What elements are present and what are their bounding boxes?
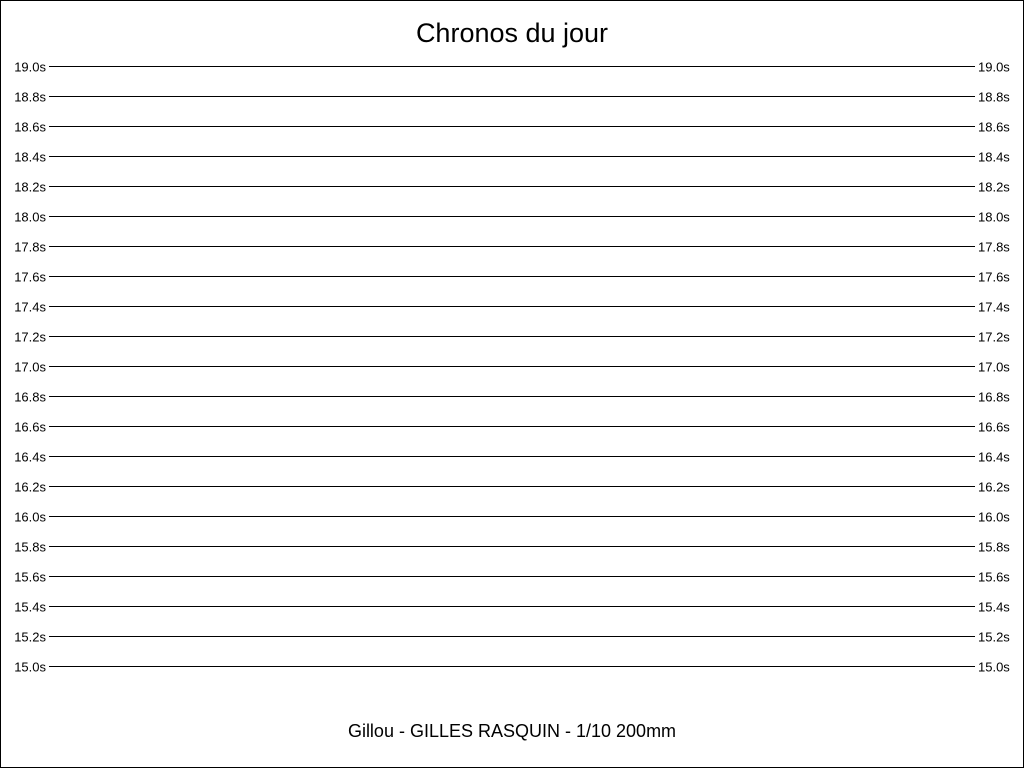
y-tick-label-right: 16.2s	[978, 480, 1010, 495]
y-tick-label-left: 17.8s	[14, 240, 46, 255]
y-tick-label-right: 15.4s	[978, 600, 1010, 615]
y-tick-label-right: 18.6s	[978, 120, 1010, 135]
y-tick-label-right: 17.0s	[978, 360, 1010, 375]
y-tick-label-right: 15.6s	[978, 570, 1010, 585]
y-tick-label-right: 15.0s	[978, 660, 1010, 675]
y-tick-label-right: 19.0s	[978, 60, 1010, 75]
y-tick-label-left: 16.6s	[14, 420, 46, 435]
y-tick-label-left: 18.2s	[14, 180, 46, 195]
y-tick-label-left: 15.2s	[14, 630, 46, 645]
y-tick-label-left: 19.0s	[14, 60, 46, 75]
y-tick-label-left: 16.8s	[14, 390, 46, 405]
y-tick-label-right: 18.8s	[978, 90, 1010, 105]
y-tick-label-left: 18.0s	[14, 210, 46, 225]
y-tick-label-left: 18.6s	[14, 120, 46, 135]
y-tick-label-right: 15.2s	[978, 630, 1010, 645]
y-tick-label-right: 18.2s	[978, 180, 1010, 195]
y-tick-label-right: 18.0s	[978, 210, 1010, 225]
chart-title: Chronos du jour	[415, 18, 609, 48]
y-tick-label-right: 15.8s	[978, 540, 1010, 555]
y-tick-label-right: 16.8s	[978, 390, 1010, 405]
y-tick-label-right: 17.6s	[978, 270, 1010, 285]
y-tick-label-right: 17.4s	[978, 300, 1010, 315]
chart-subtitle: Gillou - GILLES RASQUIN - 1/10 200mm	[347, 721, 677, 741]
y-tick-label-right: 16.4s	[978, 450, 1010, 465]
y-tick-label-right: 17.2s	[978, 330, 1010, 345]
y-tick-label-left: 16.0s	[14, 510, 46, 525]
y-tick-label-right: 18.4s	[978, 150, 1010, 165]
y-tick-label-right: 16.0s	[978, 510, 1010, 525]
y-tick-label-left: 15.0s	[14, 660, 46, 675]
y-tick-label-left: 15.4s	[14, 600, 46, 615]
y-tick-label-left: 17.0s	[14, 360, 46, 375]
y-tick-label-left: 15.6s	[14, 570, 46, 585]
y-tick-label-left: 17.6s	[14, 270, 46, 285]
y-tick-label-left: 16.2s	[14, 480, 46, 495]
y-tick-label-right: 17.8s	[978, 240, 1010, 255]
y-tick-label-left: 18.4s	[14, 150, 46, 165]
y-tick-label-right: 16.6s	[978, 420, 1010, 435]
y-tick-label-left: 15.8s	[14, 540, 46, 555]
y-tick-label-left: 17.2s	[14, 330, 46, 345]
y-tick-label-left: 16.4s	[14, 450, 46, 465]
y-tick-label-left: 18.8s	[14, 90, 46, 105]
y-tick-label-left: 17.4s	[14, 300, 46, 315]
